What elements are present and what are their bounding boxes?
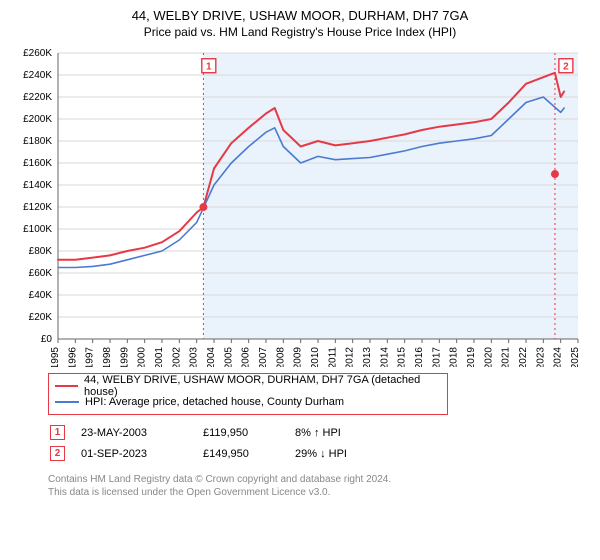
svg-text:£180K: £180K [23,136,52,147]
svg-text:2007: 2007 [258,347,269,367]
svg-text:2020: 2020 [483,347,494,367]
marker-delta: 8% ↑ HPI [295,423,361,442]
marker-date: 23-MAY-2003 [81,423,201,442]
table-row: 1 23-MAY-2003£119,9508% ↑ HPI [50,423,361,442]
svg-text:2017: 2017 [431,347,442,367]
marker-delta: 29% ↓ HPI [295,444,361,463]
svg-text:2023: 2023 [535,347,546,367]
svg-text:2022: 2022 [518,347,529,367]
svg-text:2021: 2021 [501,347,512,367]
svg-text:£140K: £140K [23,180,52,191]
svg-text:2002: 2002 [171,347,182,367]
svg-text:2009: 2009 [293,347,304,367]
marker-price: £149,950 [203,444,293,463]
svg-text:£20K: £20K [29,312,53,323]
marker-price: £119,950 [203,423,293,442]
legend-label: 44, WELBY DRIVE, USHAW MOOR, DURHAM, DH7… [84,374,441,398]
svg-text:£40K: £40K [29,290,53,301]
legend-row: 44, WELBY DRIVE, USHAW MOOR, DURHAM, DH7… [55,378,441,394]
svg-text:1: 1 [206,62,212,73]
svg-text:£100K: £100K [23,224,52,235]
svg-text:2016: 2016 [414,347,425,367]
svg-text:1995: 1995 [50,347,61,367]
page-title: 44, WELBY DRIVE, USHAW MOOR, DURHAM, DH7… [12,8,588,23]
svg-text:£120K: £120K [23,202,52,213]
svg-text:£240K: £240K [23,70,52,81]
svg-text:2001: 2001 [154,347,165,367]
price-chart: £0 £20K £40K £60K £80K £100K £120K £140K £160K £1… [12,47,588,367]
legend-swatch [55,385,78,387]
marker-date: 01-SEP-2023 [81,444,201,463]
svg-text:2003: 2003 [189,347,200,367]
svg-text:1999: 1999 [119,347,130,367]
legend-label: HPI: Average price, detached house, Coun… [85,396,344,408]
svg-text:2000: 2000 [137,347,148,367]
svg-text:2011: 2011 [327,347,338,367]
svg-text:£0: £0 [41,334,53,345]
marker-badge: 1 [50,425,65,440]
footer-note: Contains HM Land Registry data © Crown c… [48,473,588,499]
svg-text:2025: 2025 [570,347,581,367]
svg-text:2006: 2006 [241,347,252,367]
chart-legend: 44, WELBY DRIVE, USHAW MOOR, DURHAM, DH7… [48,373,448,415]
svg-text:2013: 2013 [362,347,373,367]
svg-text:£160K: £160K [23,158,52,169]
svg-text:1996: 1996 [67,347,78,367]
marker-table: 1 23-MAY-2003£119,9508% ↑ HPI 2 01-SEP-2023… [48,421,363,465]
svg-text:2004: 2004 [206,347,217,367]
legend-swatch [55,401,79,403]
svg-text:2014: 2014 [379,347,390,367]
svg-text:£200K: £200K [23,114,52,125]
svg-text:2: 2 [563,62,569,73]
svg-text:2018: 2018 [449,347,460,367]
svg-text:1998: 1998 [102,347,113,367]
svg-text:2008: 2008 [275,347,286,367]
svg-text:2010: 2010 [310,347,321,367]
marker-badge: 2 [50,446,65,461]
svg-text:£60K: £60K [29,268,53,279]
svg-text:2024: 2024 [553,347,564,367]
svg-text:£220K: £220K [23,92,52,103]
footer-line-1: Contains HM Land Registry data © Crown c… [48,473,588,486]
svg-text:£260K: £260K [23,48,52,59]
svg-text:2015: 2015 [397,347,408,367]
page-subtitle: Price paid vs. HM Land Registry's House … [12,25,588,39]
svg-text:2019: 2019 [466,347,477,367]
footer-line-2: This data is licensed under the Open Gov… [48,486,588,499]
table-row: 2 01-SEP-2023£149,95029% ↓ HPI [50,444,361,463]
svg-text:1997: 1997 [85,347,96,367]
svg-text:2005: 2005 [223,347,234,367]
svg-text:2012: 2012 [345,347,356,367]
svg-text:£80K: £80K [29,246,53,257]
